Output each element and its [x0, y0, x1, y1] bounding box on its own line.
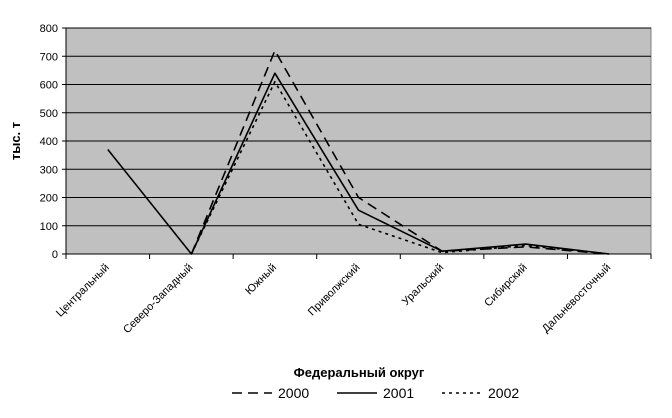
y-tick-label: 700: [40, 51, 58, 63]
gridlines: [66, 27, 651, 227]
legend-label: 2000: [278, 385, 309, 401]
x-tick-label: Уральский: [400, 262, 446, 308]
x-tick-label: Дальневосточный: [540, 262, 613, 335]
x-tick-label: Северо-Западный: [121, 262, 195, 336]
x-tick-label: Южный: [243, 262, 279, 298]
y-tick-label: 100: [40, 221, 58, 233]
series-line-2002: [190, 80, 610, 255]
y-tick-label: 300: [40, 164, 58, 176]
y-tick-label: 0: [52, 249, 58, 261]
y-axis-ticks: 0 100 200 300 400 500 600 700 800: [40, 23, 67, 261]
y-tick-label: 200: [40, 193, 58, 205]
y-axis-title: тыс. т: [8, 122, 23, 160]
x-tick-label: Сибирский: [482, 262, 530, 310]
legend: 2000 2001 2002: [232, 385, 519, 401]
x-tick-label: Центральный: [54, 262, 112, 320]
series-lines: [107, 49, 610, 255]
legend-label: 2002: [488, 385, 519, 401]
series-line-2000: [190, 49, 610, 255]
x-axis-title: Федеральный округ: [294, 365, 425, 380]
y-tick-label: 400: [40, 136, 58, 148]
y-tick-label: 800: [40, 23, 58, 35]
y-tick-label: 500: [40, 108, 58, 120]
legend-label: 2001: [383, 385, 414, 401]
x-axis-ticks: Центральный Северо-Западный Южный Приволжск…: [54, 253, 652, 336]
x-tick-label: Приволжский: [306, 262, 363, 319]
y-tick-label: 600: [40, 80, 58, 92]
